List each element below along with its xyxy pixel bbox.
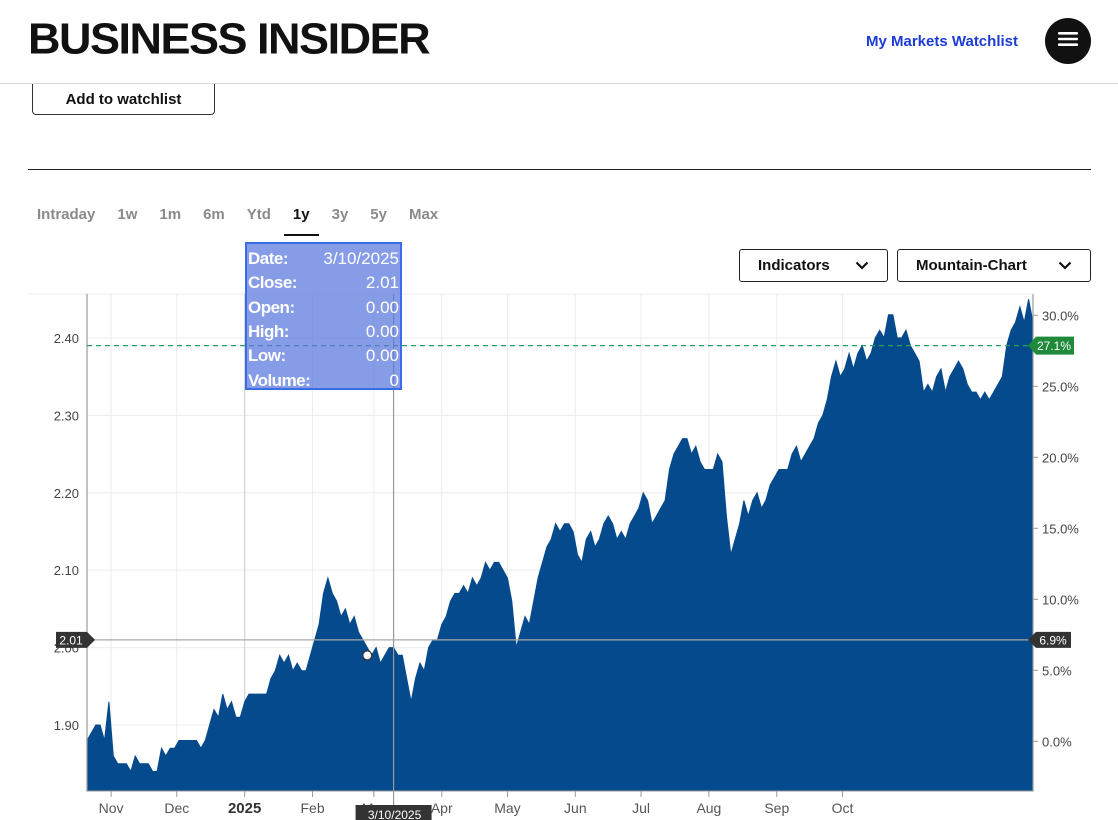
x-tick-label: Feb: [300, 800, 324, 816]
y-tick-label: 2.40: [54, 331, 79, 346]
tooltip-open-value: 0.00: [365, 297, 399, 317]
price-area: [86, 299, 1034, 792]
reference-badge-label: 27.1%: [1037, 339, 1071, 353]
hover-marker: [362, 650, 373, 661]
y-right-tick-label: 15.0%: [1042, 521, 1079, 536]
tooltip-date-value: 3/10/2025: [323, 249, 399, 269]
x-tick-label: Aug: [696, 800, 721, 816]
menu-button[interactable]: [1045, 18, 1091, 64]
indicators-dropdown[interactable]: Indicators: [739, 249, 888, 282]
y-right-tick-label: 25.0%: [1042, 379, 1079, 394]
my-markets-watchlist-link[interactable]: My Markets Watchlist: [866, 33, 1018, 50]
x-tick-label: Sep: [764, 800, 789, 816]
section-divider: [28, 169, 1091, 170]
x-tick-label: 2025: [228, 800, 261, 817]
tooltip-open-label: Open:: [248, 297, 295, 317]
chart-type-dropdown[interactable]: Mountain-Chart: [897, 249, 1091, 282]
chevron-down-icon: [1058, 261, 1072, 270]
tab-6m[interactable]: 6m: [203, 206, 225, 223]
tooltip-date-row: Date: 3/10/2025: [248, 247, 399, 271]
site-header: BUSINESS INSIDER My Markets Watchlist: [0, 0, 1118, 84]
tooltip-volume-row: Volume: 0: [248, 368, 399, 392]
y-tick-label: 2.30: [54, 408, 79, 423]
tooltip-low-label: Low:: [248, 346, 286, 366]
x-tick-label: Dec: [164, 800, 189, 816]
tooltip-high-row: High: 0.00: [248, 320, 399, 344]
tooltip-high-value: 0.00: [365, 322, 399, 342]
tab-intraday[interactable]: Intraday: [37, 206, 96, 223]
data-tooltip: Date: 3/10/2025 Close: 2.01 Open: 0.00 High…: [245, 242, 402, 390]
x-tick-label: Jun: [564, 800, 587, 816]
crosshair-value-badge: [56, 631, 95, 648]
reference-badge: [1028, 336, 1074, 355]
y-right-tick-label: 5.0%: [1042, 663, 1072, 678]
tooltip-close-value: 2.01: [365, 273, 399, 293]
x-tick-label: May: [494, 800, 520, 816]
crosshair-value-label: 2.01: [59, 633, 83, 647]
tab-ytd[interactable]: Ytd: [246, 206, 271, 223]
tooltip-high-label: High:: [248, 322, 289, 342]
tooltip-date-label: Date:: [248, 249, 289, 269]
tab-1w[interactable]: 1w: [117, 206, 138, 223]
y-tick-label: 2.10: [54, 563, 79, 578]
chevron-down-icon: [855, 261, 869, 270]
crosshair-pct-label: 6.9%: [1039, 633, 1067, 647]
tooltip-close-label: Close:: [248, 273, 297, 293]
tab-3y[interactable]: 3y: [331, 206, 349, 223]
tab-5y[interactable]: 5y: [370, 206, 387, 223]
x-tick-label: Jul: [632, 800, 650, 816]
tooltip-open-row: Open: 0.00: [248, 296, 399, 320]
y-right-tick-label: 20.0%: [1042, 450, 1079, 465]
tooltip-close-row: Close: 2.01: [248, 271, 399, 295]
crosshair-date-label: 3/10/2025: [368, 808, 422, 820]
x-tick-label: Apr: [431, 800, 453, 816]
add-to-watchlist-button[interactable]: Add to watchlist: [32, 84, 215, 115]
hamburger-icon: [1058, 31, 1078, 52]
y-tick-label: 1.90: [54, 718, 79, 733]
crosshair-pct-badge: [1028, 631, 1071, 648]
y-tick-label: 2.20: [54, 486, 79, 501]
y-right-tick-label: 10.0%: [1042, 592, 1079, 607]
tab-1y[interactable]: 1y: [283, 200, 319, 236]
time-range-tabs: Intraday 1w 1m 6m Ytd 1y 3y 5y Max: [28, 200, 451, 236]
chart-type-label: Mountain-Chart: [916, 257, 1027, 274]
tooltip-volume-value: 0: [389, 370, 399, 390]
tooltip-low-row: Low: 0.00: [248, 344, 399, 368]
business-insider-logo[interactable]: BUSINESS INSIDER: [28, 14, 431, 63]
tooltip-low-value: 0.00: [365, 346, 399, 366]
tab-1m[interactable]: 1m: [159, 206, 182, 223]
x-tick-label: Nov: [99, 800, 124, 816]
tab-max[interactable]: Max: [408, 206, 439, 223]
tooltip-volume-label: Volume:: [248, 370, 311, 390]
x-tick-label: Oct: [832, 800, 854, 816]
y-right-tick-label: 30.0%: [1042, 308, 1079, 323]
crosshair-date-badge: [355, 805, 432, 820]
y-right-tick-label: 0.0%: [1042, 734, 1072, 749]
indicators-label: Indicators: [758, 257, 830, 274]
